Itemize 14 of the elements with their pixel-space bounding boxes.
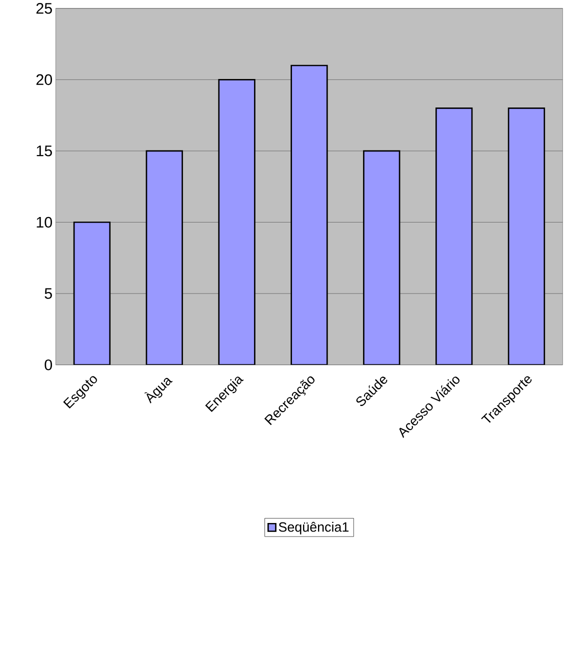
bar: [73, 222, 110, 365]
y-tick-label: 0: [44, 359, 52, 370]
y-tick-label: 25: [36, 2, 52, 14]
y-tick-label: 5: [44, 288, 52, 299]
bar: [362, 150, 400, 365]
bar: [146, 150, 183, 365]
legend-label: Seqüência1: [278, 522, 348, 534]
bar: [290, 64, 328, 365]
bar: [508, 108, 545, 365]
y-tick-label: 10: [36, 216, 52, 228]
y-tick-label: 15: [36, 146, 52, 156]
bar: [218, 78, 256, 365]
bar: [435, 108, 472, 365]
y-tick-label: 20: [36, 74, 52, 86]
